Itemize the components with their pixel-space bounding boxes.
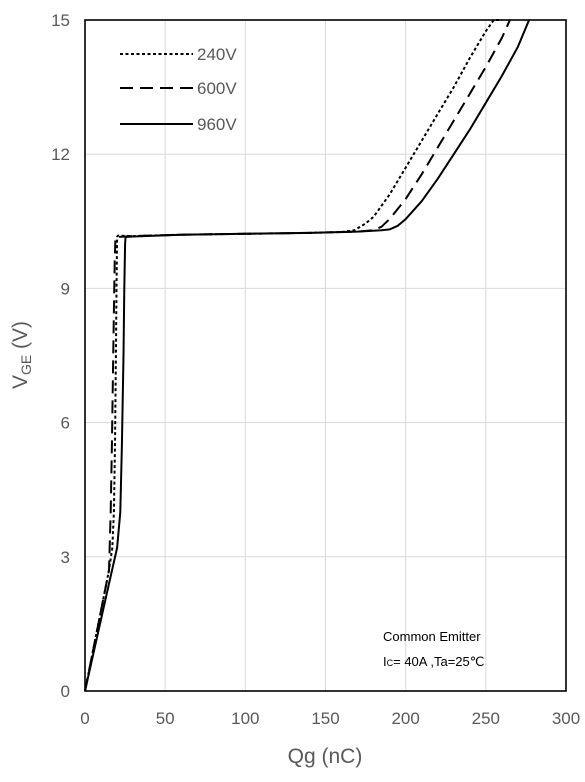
series-layer [84,19,531,692]
y-tick-labels: 0 3 6 9 12 15 [51,11,70,701]
plot-frame [84,19,567,692]
x-tick-label: 300 [552,709,580,728]
series-line-240V [84,19,502,692]
y-tick-label: 3 [61,548,70,567]
x-tick-label: 50 [156,709,175,728]
annotation-ic-symbol: I [383,654,387,669]
annotation-ic-sub: C [387,658,394,668]
grid [84,19,567,692]
y-tick-label: 9 [61,279,70,298]
y-axis-title-unit: (V) [9,321,32,355]
x-tick-label: 250 [472,709,500,728]
series-line-960V [84,19,531,692]
x-tick-label: 0 [80,709,89,728]
y-tick-label: 12 [51,145,70,164]
annotation-line-1: Common Emitter [383,629,481,644]
y-axis-title-sub: GE [18,355,34,375]
x-tick-label: 200 [391,709,419,728]
annotation-conditions: = 40A ,Ta=25℃ [393,654,484,669]
y-tick-label: 0 [61,682,70,701]
x-tick-label: 100 [231,709,259,728]
annotation-line-2: IC= 40A ,Ta=25℃ [383,654,484,669]
y-axis-title-main: V [9,375,32,389]
legend-label-960V: 960V [197,115,237,134]
x-tick-labels: 0 50 100 150 200 250 300 [80,709,580,728]
x-tick-label: 150 [311,709,339,728]
legend-label-240V: 240V [197,45,237,64]
y-axis-title: VGE (V) [9,321,34,389]
y-tick-label: 6 [61,414,70,433]
series-line-600V [84,19,511,692]
x-axis-title: Qg (nC) [288,745,363,768]
legend: 240V 600V 960V [120,45,237,134]
legend-label-600V: 600V [197,79,237,98]
y-tick-label: 15 [51,11,70,30]
